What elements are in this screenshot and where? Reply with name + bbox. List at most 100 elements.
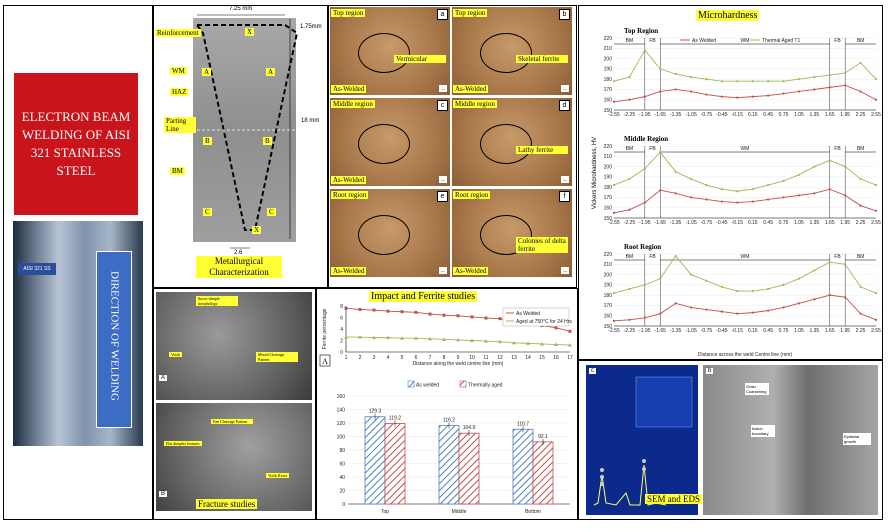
- hv-xtick: 2.55: [871, 328, 881, 334]
- marker-x-top: X: [245, 28, 255, 36]
- micrograph-region: Top region: [453, 9, 488, 17]
- hv-series-line: [613, 49, 877, 82]
- hv-xtick: -0.45: [716, 112, 728, 118]
- hv-ytick: 220: [604, 144, 613, 150]
- micrograph-letter: d: [559, 100, 570, 111]
- fracture-label-mixed: Mixed Cleavage Pattern: [256, 352, 298, 362]
- micrograph-b: Top region b Skeletal ferrite As-Welded —: [452, 7, 572, 95]
- hv-wm-label: WM: [741, 146, 750, 152]
- hv-point: [797, 78, 801, 81]
- hv-point: [797, 173, 801, 176]
- hv-point: [828, 294, 831, 297]
- hv-point: [782, 306, 785, 309]
- micrograph-state: As-Welded: [331, 267, 367, 275]
- hv-ytick: 160: [604, 314, 613, 320]
- ferrite-point: [498, 317, 502, 321]
- hv-xtick: -0.45: [716, 220, 728, 226]
- micrograph-letter: a: [437, 9, 448, 20]
- hv-point: [874, 183, 878, 187]
- fracture-caption: Fracture studies: [196, 499, 258, 509]
- hv-point: [782, 80, 785, 83]
- ferrite-legend: [502, 307, 570, 327]
- hv-xtick: -0.45: [716, 328, 728, 334]
- hv-xtick: 0.45: [763, 220, 773, 226]
- hv-point: [612, 80, 616, 83]
- hv-point: [628, 208, 631, 211]
- ferrite-letter: A: [322, 357, 328, 366]
- hv-ytick: 190: [604, 283, 613, 289]
- micrograph-state: As-Welded: [331, 85, 367, 93]
- hv-point: [689, 306, 693, 309]
- macro-overlay: [195, 14, 299, 249]
- hv-point: [844, 165, 847, 168]
- marker-a-left: A: [202, 68, 212, 76]
- hv-point: [797, 277, 801, 280]
- hv-point: [782, 179, 785, 183]
- hv-wm-label: WM: [741, 254, 750, 260]
- bar-middle-welded: [438, 425, 460, 505]
- ferrite-letter-box: [319, 354, 331, 367]
- ferrite-xtick: 11: [483, 355, 488, 361]
- hv-bm-label: BM: [857, 146, 865, 152]
- hv-point: [720, 80, 723, 83]
- hv-xtick: -1.35: [670, 328, 682, 334]
- hv-point: [628, 75, 631, 79]
- bar-value-label: 110.7: [517, 421, 529, 427]
- micrograph-feature: Colonies of delta ferrite: [516, 237, 568, 253]
- hv-fb-label: FB: [834, 254, 841, 260]
- width-label: 7.25 mm: [229, 6, 253, 12]
- hv-point: [844, 84, 847, 87]
- ferrite-point: [512, 340, 516, 345]
- ferrite-point: [456, 314, 460, 318]
- hv-xtick: 1.65: [825, 220, 835, 226]
- micrograph-scalebar: —: [561, 85, 569, 92]
- bar-bottom-aged: [532, 441, 554, 505]
- hv-point: [705, 183, 708, 187]
- sem-image: b Grain Coarsening fusion boundary Epita…: [703, 365, 878, 515]
- hv-ytick: 220: [604, 252, 613, 258]
- sem-label-epitaxial: Epitaxial growth: [843, 433, 871, 445]
- hv-point: [859, 90, 862, 93]
- title-box: ELECTRON BEAM WELDING OF AISI 321 STAINL…: [14, 73, 138, 215]
- micrograph-ellipse: [358, 33, 410, 73]
- hv-point: [628, 287, 631, 291]
- hv-point: [674, 192, 677, 195]
- hv-point: [705, 93, 708, 96]
- hv-point: [828, 261, 831, 264]
- ferrite-point: [554, 342, 558, 347]
- fracture-letter-b: B: [159, 491, 168, 497]
- hv-xtick: 0.45: [763, 112, 773, 118]
- hv-point: [689, 196, 693, 199]
- ferrite-xtick: 4: [387, 355, 390, 361]
- ferrite-xtick: 9: [457, 355, 460, 361]
- hv-point: [813, 269, 816, 272]
- hv-ytick: 170: [604, 303, 613, 309]
- hv-xtick: -2.25: [624, 112, 636, 118]
- hv-xtick: -1.35: [670, 220, 682, 226]
- ferrite-xtick: 1: [345, 355, 348, 361]
- hv-point: [720, 310, 723, 313]
- hv-point: [720, 200, 723, 203]
- bar-value-label: 92.1: [538, 434, 548, 440]
- ferrite-xtick: 10: [469, 355, 475, 361]
- bar-legend-label: As welded: [416, 383, 439, 389]
- micrograph-a: Top region a Vermicular As-Welded —: [330, 7, 450, 95]
- micrograph-ellipse: [480, 33, 532, 73]
- hv-point: [705, 279, 708, 282]
- hv-ytick: 190: [604, 175, 613, 181]
- hv-point: [689, 75, 693, 79]
- fracture-label-rows: Voids Rows: [266, 473, 290, 478]
- hv-xtick: 0.75: [779, 328, 789, 334]
- eds-letter: c: [589, 368, 596, 374]
- micrograph-feature: Vermicular: [394, 55, 446, 63]
- hv-point: [767, 287, 770, 291]
- hv-point: [874, 291, 878, 295]
- micrograph-scalebar: —: [439, 267, 447, 274]
- hv-xtick: -1.35: [670, 112, 682, 118]
- title-text: ELECTRON BEAM WELDING OF AISI 321 STAINL…: [21, 109, 131, 178]
- hv-point: [751, 289, 754, 293]
- ferrite-point: [344, 306, 348, 310]
- hv-point: [705, 78, 708, 81]
- hv-fb-label: FB: [834, 146, 841, 152]
- metallurgical-caption: Metallurgical Characterization: [196, 256, 282, 278]
